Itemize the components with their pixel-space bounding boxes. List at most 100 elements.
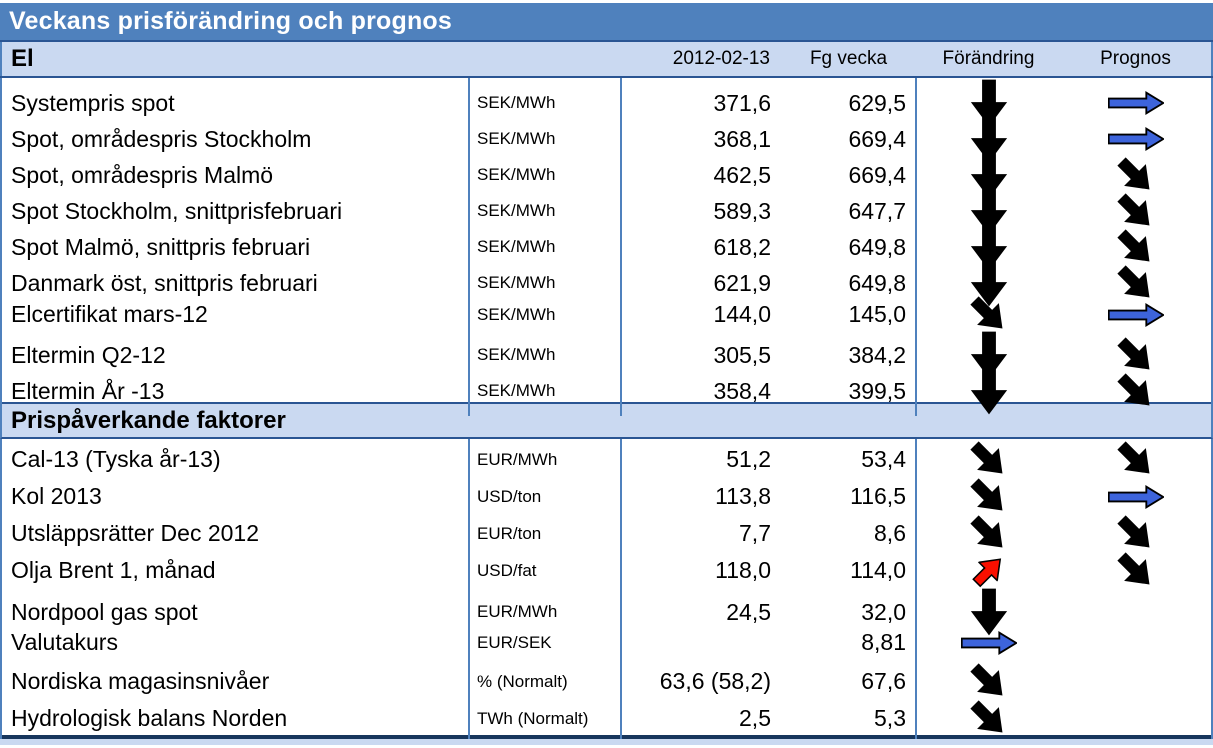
up-right-arrow-icon	[972, 557, 1002, 587]
change-arrow-cell	[917, 624, 1060, 661]
forecast-arrow-cell	[1060, 78, 1213, 128]
row-value-prev: 647,7	[780, 186, 917, 236]
row-unit: SEK/MWh	[470, 294, 622, 335]
row-value-prev: 53,4	[780, 439, 917, 480]
down-right-arrow-icon	[1117, 156, 1150, 189]
down-right-arrow-icon	[970, 700, 1003, 733]
row-label: Utsläppsrätter Dec 2012	[0, 513, 470, 554]
row-value-current: 589,3	[713, 197, 771, 224]
row-label: Kol 2013	[0, 476, 470, 517]
row-unit: EUR/MWh	[470, 439, 622, 480]
down-arrow-icon	[970, 151, 1007, 199]
down-right-arrow-icon	[1117, 264, 1150, 297]
change-arrow-cell	[917, 150, 1060, 200]
table-row: Spot Stockholm, snittprisfebruari SEK/MW…	[0, 186, 1213, 236]
row-value-current: 24,5	[726, 598, 771, 625]
change-arrow-cell	[917, 513, 1060, 554]
row-label: Hydrologisk balans Norden	[0, 698, 470, 739]
row-unit: TWh (Normalt)	[470, 698, 622, 739]
change-arrow-cell	[917, 661, 1060, 702]
table-row: Spot Malmö, snittpris februari SEK/MWh 6…	[0, 222, 1213, 272]
row-value-current: 7,7	[739, 520, 771, 546]
row-unit: SEK/MWh	[470, 114, 622, 164]
column-header-forecast: Prognos	[1060, 42, 1213, 76]
forecast-arrow-cell	[1060, 550, 1213, 591]
forecast-arrow-cell	[1060, 439, 1213, 480]
forecast-arrow-cell	[1060, 366, 1213, 416]
forecast-arrow-cell	[1060, 698, 1213, 739]
forecast-arrow-cell	[1060, 222, 1213, 272]
row-value-current: 368,1	[713, 125, 771, 152]
report-title: Veckans prisförändring och prognos	[9, 7, 452, 35]
row-value-prev: 629,5	[780, 78, 917, 128]
forecast-arrow-cell	[1060, 587, 1213, 637]
row-unit: USD/fat	[470, 550, 622, 591]
row-value-current: 144,0	[713, 301, 771, 327]
table-row: Eltermin Q2-12 SEK/MWh 305,5 384,2	[0, 330, 1213, 380]
row-value-current: 621,9	[713, 269, 771, 296]
table-bottom-border	[0, 735, 1213, 739]
table-row: Nordiska magasinsnivåer % (Normalt) 63,6…	[0, 661, 1213, 702]
row-unit: EUR/MWh	[470, 587, 622, 637]
forecast-arrow-cell	[1060, 114, 1213, 164]
change-arrow-cell	[917, 294, 1060, 335]
row-value-current: 113,8	[715, 483, 771, 509]
column-header-change: Förändring	[942, 48, 1035, 69]
forecast-arrow-cell	[1060, 294, 1213, 335]
row-unit: SEK/MWh	[470, 366, 622, 416]
forecast-arrow-cell	[1060, 186, 1213, 236]
down-right-arrow-icon	[1117, 515, 1150, 548]
change-arrow-cell	[917, 222, 1060, 272]
change-arrow-cell	[917, 114, 1060, 164]
row-unit: EUR/ton	[470, 513, 622, 554]
table-row: Elcertifikat mars-12 SEK/MWh 144,0 145,0	[0, 294, 1213, 335]
table-row: Olja Brent 1, månad USD/fat 118,0 114,0	[0, 550, 1213, 591]
row-unit: SEK/MWh	[470, 150, 622, 200]
row-value-prev: 116,5	[780, 476, 917, 517]
change-arrow-cell	[917, 698, 1060, 739]
table-row: Valutakurs EUR/SEK 8,81	[0, 624, 1213, 661]
row-value-prev: 669,4	[780, 150, 917, 200]
row-value-prev: 384,2	[780, 330, 917, 380]
row-value-prev: 649,8	[780, 258, 917, 308]
down-right-arrow-icon	[970, 663, 1003, 696]
forecast-arrow-cell	[1060, 258, 1213, 308]
change-arrow-cell	[917, 330, 1060, 380]
down-arrow-icon	[970, 259, 1007, 307]
row-value-current: 51,2	[726, 446, 771, 472]
row-value-prev: 5,3	[780, 698, 917, 739]
change-arrow-cell	[917, 439, 1060, 480]
row-value-prev: 114,0	[780, 550, 917, 591]
table-row: Cal-13 (Tyska år-13) EUR/MWh 51,2 53,4	[0, 439, 1213, 480]
row-label: Eltermin År -13	[0, 366, 470, 416]
row-label: Olja Brent 1, månad	[0, 550, 470, 591]
change-arrow-cell	[917, 78, 1060, 128]
right-arrow-icon	[1107, 127, 1164, 151]
row-value-prev: 32,0	[780, 587, 917, 637]
down-right-arrow-icon	[970, 441, 1003, 474]
table-row: Utsläppsrätter Dec 2012 EUR/ton 7,7 8,6	[0, 513, 1213, 554]
down-arrow-icon	[970, 331, 1007, 379]
row-value-prev: 67,6	[780, 661, 917, 702]
down-right-arrow-icon	[970, 515, 1003, 548]
weekly-price-report: Veckans prisförändring och prognos El 20…	[0, 3, 1213, 748]
row-unit: SEK/MWh	[470, 258, 622, 308]
row-unit: SEK/MWh	[470, 330, 622, 380]
down-arrow-icon	[970, 367, 1007, 415]
change-arrow-cell	[917, 258, 1060, 308]
row-label: Systempris spot	[0, 78, 470, 128]
down-arrow-icon	[970, 588, 1007, 636]
right-arrow-icon	[960, 630, 1017, 655]
right-arrow-icon	[1107, 91, 1164, 115]
row-label: Nordpool gas spot	[0, 587, 470, 637]
table-row: Systempris spot SEK/MWh 371,6 629,5	[0, 78, 1213, 128]
forecast-arrow-cell	[1060, 661, 1213, 702]
report-title-bar: Veckans prisförändring och prognos	[0, 3, 1213, 40]
down-right-arrow-icon	[970, 478, 1003, 511]
row-unit: EUR/SEK	[470, 624, 622, 661]
row-value-prev: 399,5	[780, 366, 917, 416]
row-value-current: 371,6	[713, 89, 771, 116]
row-label: Valutakurs	[0, 624, 470, 661]
row-value-current: 618,2	[713, 233, 771, 260]
table-row: Kol 2013 USD/ton 113,8 116,5	[0, 476, 1213, 517]
